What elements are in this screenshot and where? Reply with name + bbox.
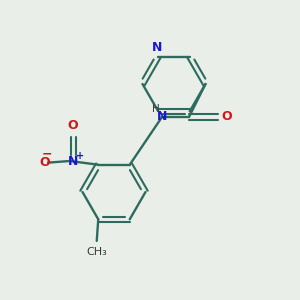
Text: O: O [39, 156, 50, 169]
Text: O: O [222, 110, 232, 124]
Text: N: N [68, 154, 78, 168]
Text: N: N [152, 41, 162, 54]
Text: +: + [76, 151, 84, 161]
Text: H: H [152, 103, 159, 114]
Text: −: − [41, 148, 52, 161]
Text: CH₃: CH₃ [86, 247, 107, 257]
Text: O: O [68, 119, 78, 132]
Text: N: N [157, 110, 167, 124]
